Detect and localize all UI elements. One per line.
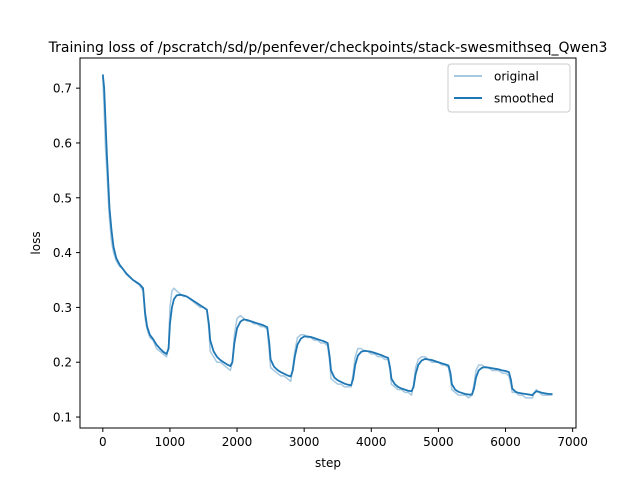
x-tick-label: 7000 xyxy=(557,435,588,449)
y-tick-label: 0.2 xyxy=(53,356,72,370)
y-tick-label: 0.4 xyxy=(53,246,72,260)
x-tick-label: 4000 xyxy=(356,435,387,449)
y-axis: 0.1 0.2 0.3 0.4 0.5 0.6 0.7 xyxy=(53,82,80,425)
series-line-smoothed xyxy=(101,74,553,397)
y-axis-label: loss xyxy=(29,231,43,254)
legend-label-smoothed: smoothed xyxy=(494,92,554,106)
x-tick-label: 5000 xyxy=(423,435,454,449)
y-tick-label: 0.5 xyxy=(53,191,72,205)
x-tick-label: 1000 xyxy=(155,435,186,449)
legend: original smoothed xyxy=(447,63,571,113)
x-tick-label: 6000 xyxy=(490,435,521,449)
x-tick-label: 0 xyxy=(99,435,107,449)
x-tick-label: 2000 xyxy=(222,435,253,449)
x-axis-label: step xyxy=(315,456,341,470)
x-axis: 0 1000 2000 3000 4000 5000 6000 7000 xyxy=(99,428,588,449)
y-tick-label: 0.7 xyxy=(53,82,72,96)
y-tick-label: 0.1 xyxy=(53,411,72,425)
chart-title: Training loss of /pscratch/sd/p/penfever… xyxy=(48,40,608,56)
x-tick-label: 3000 xyxy=(289,435,320,449)
y-tick-label: 0.3 xyxy=(53,301,72,315)
series-layer xyxy=(101,74,553,399)
plot-frame xyxy=(79,57,577,429)
y-tick-label: 0.6 xyxy=(53,136,72,150)
legend-label-original: original xyxy=(494,70,539,84)
